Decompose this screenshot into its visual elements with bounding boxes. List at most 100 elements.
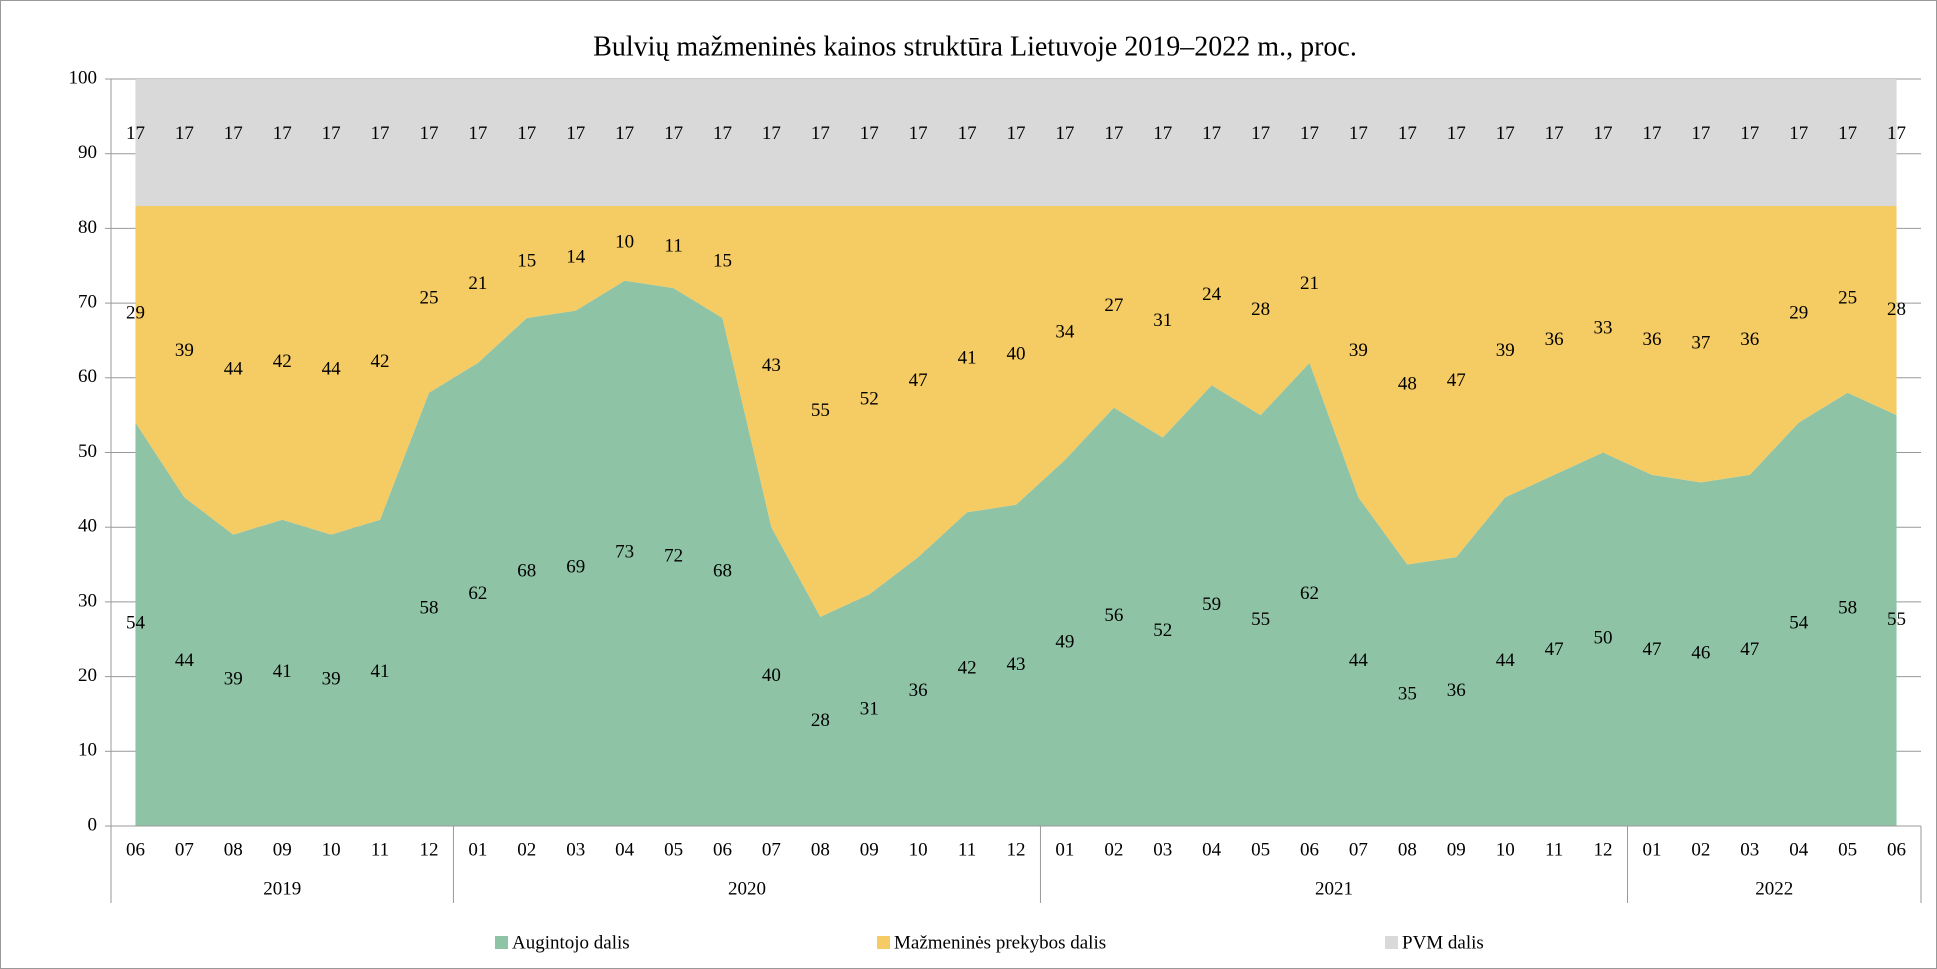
data-label: 17 bbox=[1104, 123, 1123, 144]
x-tick-label: 03 bbox=[1153, 839, 1172, 860]
data-label: 39 bbox=[322, 669, 341, 690]
x-tick-label: 01 bbox=[1055, 839, 1074, 860]
data-label: 50 bbox=[1594, 628, 1613, 649]
data-label: 36 bbox=[1545, 329, 1564, 350]
x-tick-label: 09 bbox=[860, 839, 879, 860]
data-label: 17 bbox=[713, 123, 732, 144]
data-label: 39 bbox=[1496, 340, 1515, 361]
data-label: 17 bbox=[468, 123, 487, 144]
y-tick-label: 100 bbox=[69, 67, 98, 88]
x-tick-label: 06 bbox=[713, 839, 732, 860]
data-label: 15 bbox=[517, 250, 536, 271]
x-tick-label: 03 bbox=[1740, 839, 1759, 860]
x-tick-label: 07 bbox=[175, 839, 194, 860]
data-label: 56 bbox=[1104, 605, 1123, 626]
x-tick-label: 10 bbox=[1496, 839, 1515, 860]
data-label: 10 bbox=[615, 232, 634, 253]
data-label: 21 bbox=[1300, 273, 1319, 294]
y-tick-label: 70 bbox=[78, 291, 97, 312]
data-label: 17 bbox=[273, 123, 292, 144]
data-label: 17 bbox=[322, 123, 341, 144]
data-label: 37 bbox=[1691, 333, 1710, 354]
data-label: 43 bbox=[1007, 654, 1026, 675]
data-label: 69 bbox=[566, 557, 585, 578]
y-tick-label: 60 bbox=[78, 366, 97, 387]
legend-swatch bbox=[1385, 936, 1398, 949]
y-tick-label: 0 bbox=[88, 814, 98, 835]
x-tick-label: 10 bbox=[909, 839, 928, 860]
x-tick-label: 04 bbox=[615, 839, 635, 860]
data-label: 17 bbox=[1838, 123, 1857, 144]
data-label: 35 bbox=[1398, 684, 1417, 705]
x-tick-label: 06 bbox=[1300, 839, 1319, 860]
data-label: 33 bbox=[1594, 318, 1613, 339]
data-label: 17 bbox=[958, 123, 977, 144]
data-label: 17 bbox=[566, 123, 585, 144]
data-label: 55 bbox=[1887, 609, 1906, 630]
data-label: 34 bbox=[1055, 321, 1075, 342]
legend-label: PVM dalis bbox=[1402, 932, 1484, 953]
x-tick-label: 05 bbox=[1838, 839, 1857, 860]
data-label: 48 bbox=[1398, 374, 1417, 395]
data-label: 73 bbox=[615, 542, 634, 563]
y-tick-label: 10 bbox=[78, 740, 97, 761]
y-tick-label: 80 bbox=[78, 217, 97, 238]
data-label: 54 bbox=[126, 613, 146, 634]
y-tick-label: 90 bbox=[78, 142, 97, 163]
y-tick-label: 40 bbox=[78, 516, 97, 537]
data-label: 28 bbox=[1251, 299, 1270, 320]
area bbox=[135, 280, 1897, 826]
data-label: 39 bbox=[1349, 340, 1368, 361]
data-label: 17 bbox=[1887, 123, 1906, 144]
data-label: 17 bbox=[371, 123, 390, 144]
x-tick-label: 02 bbox=[1691, 839, 1710, 860]
data-label: 44 bbox=[1349, 650, 1369, 671]
data-label: 17 bbox=[1740, 123, 1759, 144]
data-label: 17 bbox=[909, 123, 928, 144]
data-label: 47 bbox=[909, 370, 928, 391]
data-label: 17 bbox=[224, 123, 243, 144]
data-label: 17 bbox=[1545, 123, 1564, 144]
data-label: 17 bbox=[1007, 123, 1026, 144]
legend-label: Mažmeninės prekybos dalis bbox=[894, 932, 1106, 953]
x-tick-label: 09 bbox=[273, 839, 292, 860]
data-label: 49 bbox=[1055, 631, 1074, 652]
data-label: 17 bbox=[860, 123, 879, 144]
x-tick-label: 02 bbox=[1104, 839, 1123, 860]
data-label: 17 bbox=[1447, 123, 1466, 144]
data-label: 36 bbox=[1447, 680, 1466, 701]
x-tick-label: 12 bbox=[1007, 839, 1026, 860]
legend-label: Augintojo dalis bbox=[512, 932, 630, 953]
data-label: 17 bbox=[1398, 123, 1417, 144]
data-label: 39 bbox=[224, 669, 243, 690]
data-label: 36 bbox=[909, 680, 928, 701]
data-label: 44 bbox=[1496, 650, 1516, 671]
x-tick-label: 10 bbox=[322, 839, 341, 860]
data-label: 29 bbox=[1789, 303, 1808, 324]
x-tick-label: 06 bbox=[1887, 839, 1906, 860]
data-label: 17 bbox=[1251, 123, 1270, 144]
legend-swatch bbox=[877, 936, 890, 949]
x-tick-label: 01 bbox=[1642, 839, 1661, 860]
x-tick-label: 08 bbox=[1398, 839, 1417, 860]
x-tick-label: 02 bbox=[517, 839, 536, 860]
data-label: 31 bbox=[860, 699, 879, 720]
data-label: 28 bbox=[1887, 299, 1906, 320]
x-tick-label: 09 bbox=[1447, 839, 1466, 860]
data-label: 17 bbox=[664, 123, 683, 144]
data-label: 21 bbox=[468, 273, 487, 294]
data-label: 11 bbox=[664, 235, 682, 256]
data-label: 72 bbox=[664, 545, 683, 566]
chart-title: Bulvių mažmeninės kainos struktūra Lietu… bbox=[593, 31, 1357, 62]
data-label: 17 bbox=[811, 123, 830, 144]
data-label: 68 bbox=[517, 560, 536, 581]
data-label: 17 bbox=[615, 123, 634, 144]
data-label: 62 bbox=[1300, 583, 1319, 604]
data-label: 42 bbox=[958, 657, 977, 678]
data-label: 17 bbox=[762, 123, 781, 144]
data-label: 17 bbox=[1349, 123, 1368, 144]
x-tick-label: 06 bbox=[126, 839, 145, 860]
area bbox=[135, 79, 1897, 206]
data-label: 41 bbox=[371, 661, 390, 682]
data-label: 15 bbox=[713, 250, 732, 271]
